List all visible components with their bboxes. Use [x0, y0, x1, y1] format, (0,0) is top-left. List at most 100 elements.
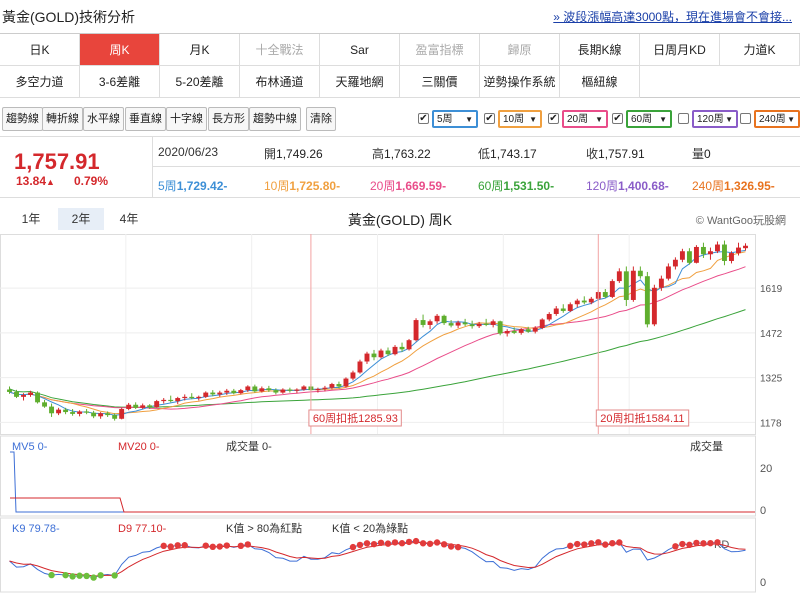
ma-period-select[interactable]: 20周 ▼ [562, 110, 608, 128]
tool-button-0[interactable]: 趨勢線 [2, 107, 43, 131]
kd-red-dot [595, 539, 602, 546]
high-label: 高 [372, 147, 385, 161]
nav-item-1[interactable]: 周K [80, 34, 160, 66]
ma-label: 240周 [692, 179, 725, 193]
candle-body [238, 390, 244, 394]
nav-item-16[interactable]: 逆勢操作系統 [480, 66, 560, 98]
tool-button-6[interactable]: 趨勢中線 [249, 107, 301, 131]
kd-panel-frame [0, 517, 756, 593]
ma-checkbox[interactable] [678, 113, 689, 124]
kd-red-dot [244, 541, 252, 548]
up-arrow-icon: ▲ [46, 177, 55, 187]
ma-period-select[interactable]: 240周 ▼ [754, 110, 800, 128]
candle-body [259, 388, 265, 392]
ma-number: 1,725.80- [289, 179, 341, 193]
volume-label: 量 [692, 147, 705, 161]
candle-body [84, 411, 90, 413]
ma-number: 1,669.59- [395, 179, 447, 193]
ma-checkbox[interactable]: ✔ [418, 113, 429, 124]
ma-period-select[interactable]: 60周 ▼ [626, 110, 672, 128]
nav-item-17[interactable]: 樞紐線 [560, 66, 640, 98]
tool-button-5[interactable]: 長方形 [208, 107, 249, 131]
candle-body [448, 323, 454, 326]
range-1y-button[interactable]: 1年 [21, 212, 41, 226]
candle-body [511, 331, 517, 333]
range-2y-button[interactable]: 2年 [58, 208, 104, 230]
candle-body [715, 244, 720, 252]
nav-item-10[interactable]: 多空力道 [0, 66, 80, 98]
candle-body [364, 353, 370, 362]
nav-item-2[interactable]: 月K [160, 34, 240, 66]
candle-body [693, 246, 699, 263]
ma-period-select[interactable]: 120周 ▼ [692, 110, 738, 128]
candlestick-chart[interactable]: 1178 1325 1472 1619 60周扣抵1285.93 20周扣抵1584.11… [0, 234, 800, 594]
ma-label: 20周 [370, 179, 396, 193]
kd-red-dot [679, 540, 686, 548]
candle-body [686, 251, 692, 263]
candle-body [672, 259, 678, 267]
candle-body [371, 353, 377, 358]
nav-item-8[interactable]: 日周月KD [640, 34, 720, 66]
kd-red-dot [216, 543, 223, 550]
nav-item-4[interactable]: Sar [320, 34, 400, 66]
ma10-line [9, 251, 746, 415]
nav-item-9[interactable]: 力道K [720, 34, 800, 66]
candle-body [736, 247, 741, 254]
kd-red-dot [405, 538, 413, 546]
drawing-toolbar: 趨勢線 轉折線 水平線 垂直線 十字線 長方形 趨勢中線 清除 ✔ 5周 ▼ ✔ 10周 ▼ ✔ 20周 ▼ ✔ 6… [0, 104, 800, 134]
tool-button-4[interactable]: 十字線 [166, 107, 207, 131]
news-link[interactable]: » 波段漲幅高達3000點，現在進場會不會接... [553, 10, 792, 24]
clear-button[interactable]: 清除 [306, 107, 336, 131]
kd-red-dot [672, 543, 679, 550]
candle-body [700, 246, 706, 255]
quote-close: 收1,757.91 [586, 145, 645, 162]
mv20-line [10, 497, 755, 513]
deduct-label: 60周扣抵1285.93 [313, 411, 398, 425]
nav-item-0[interactable]: 日K [0, 34, 80, 66]
tool-button-2[interactable]: 水平線 [83, 107, 124, 131]
kd-red-dot [398, 540, 406, 547]
candle-body [91, 412, 97, 417]
candle-body [63, 409, 69, 413]
range-4y-button[interactable]: 4年 [119, 212, 139, 226]
candle-body [350, 372, 356, 379]
candle-body [722, 244, 727, 261]
nav-item-13[interactable]: 布林通道 [240, 66, 320, 98]
ma-checkbox[interactable]: ✔ [484, 113, 495, 124]
kd-note-green: K值 < 20為綠點 [332, 521, 408, 535]
nav-item-5[interactable]: 盈富指標 [400, 34, 480, 66]
kd-red-dot [707, 539, 714, 547]
nav-item-15[interactable]: 三關價 [400, 66, 480, 98]
kd-red-dot [693, 539, 700, 547]
ma-period-select[interactable]: 10周 ▼ [498, 110, 542, 128]
kd-green-dot [48, 571, 55, 579]
kd-red-dot [567, 542, 574, 550]
title-bar: 黃金(GOLD)技術分析 » 波段漲幅高達3000點，現在進場會不會接... [0, 0, 800, 32]
kd-green-dot [83, 572, 90, 580]
nav-item-11[interactable]: 3-6差離 [80, 66, 160, 98]
ma-number: 1,400.68- [618, 179, 669, 193]
candle-body [56, 409, 62, 414]
candle-body [455, 322, 461, 326]
tool-button-1[interactable]: 轉折線 [42, 107, 83, 131]
dropdown-arrow-icon: ▼ [725, 115, 733, 124]
candle-body [175, 398, 181, 402]
ma-period-select[interactable]: 5周 ▼ [432, 110, 478, 128]
candle-body [126, 404, 132, 410]
ma-checkbox[interactable]: ✔ [612, 113, 623, 124]
ma-checkbox[interactable]: ✔ [548, 113, 559, 124]
candle-body [413, 320, 419, 341]
nav-item-3[interactable]: 十全戰法 [240, 34, 320, 66]
nav-item-7[interactable]: 長期K線 [560, 34, 640, 66]
nav-item-12[interactable]: 5-20差離 [160, 66, 240, 98]
candle-body [581, 300, 587, 303]
volume-right-label: 成交量 [690, 439, 723, 453]
candle-body [483, 323, 489, 325]
candle-body [70, 412, 76, 414]
nav-item-14[interactable]: 天羅地網 [320, 66, 400, 98]
ma-checkbox[interactable] [740, 113, 751, 124]
tool-button-3[interactable]: 垂直線 [125, 107, 166, 131]
price-percent: 0.79% [74, 174, 109, 188]
nav-item-6[interactable]: 歸原 [480, 34, 560, 66]
ma-label: 120周 [586, 179, 619, 193]
